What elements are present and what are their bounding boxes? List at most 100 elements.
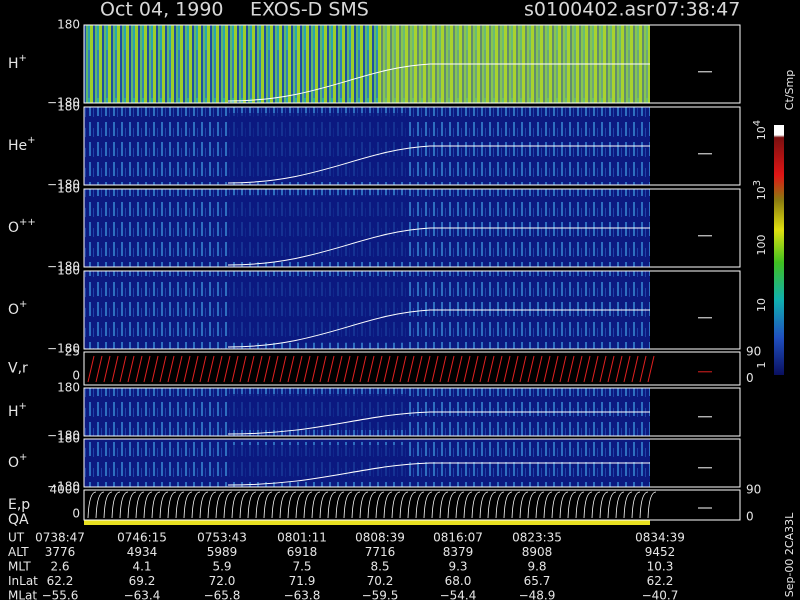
panel-label: V,r — [8, 361, 28, 377]
ep-trace — [479, 491, 489, 519]
y-tick-label: 180 — [57, 18, 80, 32]
vr-trace — [519, 355, 527, 383]
vr-trace — [255, 355, 263, 383]
row-label: ALT — [8, 545, 29, 559]
vr-trace — [319, 355, 327, 383]
ep-trace — [431, 491, 441, 519]
ep-trace — [343, 491, 353, 519]
y-tick-label: 0 — [72, 368, 80, 382]
ep-trace — [255, 491, 265, 519]
vr-trace — [95, 355, 103, 383]
y-tick-label: −180 — [47, 260, 80, 274]
vr-trace — [647, 355, 655, 383]
y-tick-label: −180 — [47, 480, 80, 494]
ep-trace — [599, 491, 609, 519]
vr-trace — [367, 355, 375, 383]
ep-trace — [575, 491, 585, 519]
table-cell: 62.2 — [647, 574, 674, 588]
table-cell: 5989 — [207, 545, 238, 559]
y-tick-label: 180 — [57, 432, 80, 446]
table-cell: 8908 — [522, 545, 553, 559]
ep-trace — [295, 491, 305, 519]
ep-trace — [151, 491, 161, 519]
panel-frame — [83, 24, 741, 104]
ep-trace — [351, 491, 361, 519]
vr-trace — [111, 355, 119, 383]
table-cell: 65.7 — [524, 574, 551, 588]
colorbar-label: Ct/Smp — [783, 70, 796, 110]
ep-trace — [143, 491, 153, 519]
ep-trace — [359, 491, 369, 519]
instrument: EXOS-D SMS — [250, 0, 369, 21]
ep-trace — [639, 491, 649, 519]
table-cell: −63.4 — [124, 589, 161, 600]
vr-trace — [407, 355, 415, 383]
ep-trace — [607, 491, 617, 519]
ep-trace — [559, 491, 569, 519]
y-tick-label: 180 — [57, 381, 80, 395]
trace — [227, 462, 650, 486]
vr-trace — [607, 355, 615, 383]
trace — [227, 411, 650, 435]
ep-trace — [167, 491, 177, 519]
trace — [227, 227, 650, 266]
table-cell: 9.3 — [448, 560, 467, 574]
table-cell: 9452 — [645, 545, 676, 559]
trace — [227, 145, 650, 184]
table-cell: −55.6 — [42, 589, 79, 600]
table-cell: 2.6 — [50, 560, 69, 574]
table-cell: 5.9 — [212, 560, 231, 574]
vr-trace — [567, 355, 575, 383]
vr-trace — [431, 355, 439, 383]
table-cell: 3776 — [45, 545, 76, 559]
table-cell: 70.2 — [367, 574, 394, 588]
vr-trace — [559, 355, 567, 383]
colorbar-tick-exp: 3 — [752, 180, 763, 186]
ep-trace — [519, 491, 529, 519]
orbit-table: UT 0738:47 0746:15 0753:43 0801:11 0808:39 081… — [8, 531, 685, 600]
ep-trace — [191, 491, 201, 519]
table-cell: 72.0 — [209, 574, 236, 588]
ep-trace — [471, 491, 481, 519]
ep-trace — [287, 491, 297, 519]
ep-trace — [239, 491, 249, 519]
vr-trace — [159, 355, 167, 383]
vr-trace — [215, 355, 223, 383]
ep-trace — [503, 491, 513, 519]
ep-trace — [495, 491, 505, 519]
panel-label-text: V,r — [8, 361, 28, 377]
panel-label: O+ — [8, 452, 27, 471]
ep-trace — [183, 491, 193, 519]
table-cell: 0753:43 — [197, 531, 247, 545]
table-cell: 4934 — [127, 545, 158, 559]
vr-trace — [263, 355, 271, 383]
ep-trace — [175, 491, 185, 519]
vr-trace — [471, 355, 479, 383]
table-cell: 10.3 — [647, 560, 674, 574]
ep-trace — [543, 491, 553, 519]
ep-trace — [111, 491, 121, 519]
vr-trace — [599, 355, 607, 383]
panel-frame — [83, 351, 741, 386]
table-cell: 8.5 — [370, 560, 389, 574]
table-cell: −40.7 — [642, 589, 679, 600]
vr-trace — [247, 355, 255, 383]
vr-trace — [343, 355, 351, 383]
table-cell: 0823:35 — [512, 531, 562, 545]
ep-trace — [455, 491, 465, 519]
ep-trace — [551, 491, 561, 519]
ep-trace — [159, 491, 169, 519]
panels: H+180−180He+180−180O++180−180O+180−180V,… — [8, 18, 761, 529]
ep-trace — [383, 491, 393, 519]
panel-frame — [83, 270, 741, 350]
vr-trace — [535, 355, 543, 383]
vr-trace — [359, 355, 367, 383]
file-name: s0100402.asr — [524, 0, 654, 21]
ep-trace — [127, 491, 137, 519]
y2-tick-label: 0 — [746, 371, 754, 385]
vr-trace — [119, 355, 127, 383]
vr-trace — [167, 355, 175, 383]
ep-trace — [199, 491, 209, 519]
panel-label-sup: + — [19, 53, 27, 64]
vr-trace — [639, 355, 647, 383]
